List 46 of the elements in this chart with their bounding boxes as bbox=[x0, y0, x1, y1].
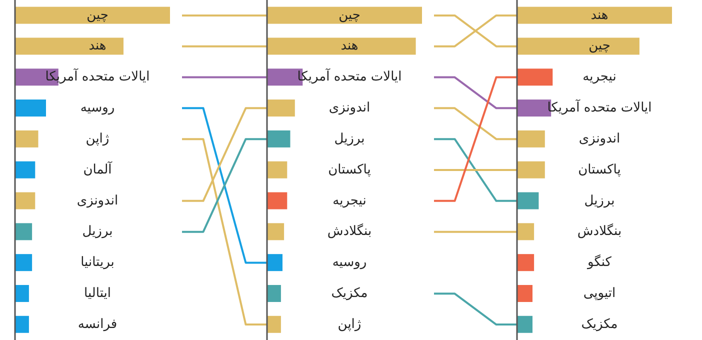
y-tick-label: نیجریه bbox=[332, 193, 366, 208]
bar bbox=[15, 223, 32, 240]
y-tick-label: کنگو bbox=[586, 254, 612, 270]
bar bbox=[15, 100, 46, 117]
bar bbox=[15, 161, 36, 178]
y-tick-label: برزیل bbox=[334, 131, 365, 146]
bar bbox=[15, 38, 124, 55]
y-tick-label: بریتانیا bbox=[80, 255, 114, 270]
bar bbox=[267, 223, 284, 240]
bar bbox=[267, 284, 281, 302]
bar bbox=[267, 192, 288, 210]
bar bbox=[15, 316, 29, 333]
y-tick-label: ژاپن bbox=[86, 131, 110, 146]
y-tick-label: اندونزی bbox=[328, 100, 370, 116]
bar bbox=[15, 254, 32, 272]
y-tick-label: اندونزی bbox=[578, 131, 620, 146]
y-tick-label: هند bbox=[88, 38, 106, 54]
y-tick-label: برزیل bbox=[584, 193, 615, 208]
y-tick-label: آلمان bbox=[83, 160, 114, 178]
y-tick-label: ایتالیا bbox=[84, 286, 111, 301]
bar bbox=[15, 6, 170, 24]
bar bbox=[517, 254, 534, 272]
y-tick-label: هند bbox=[590, 8, 608, 23]
y-tick-label: پاکستان bbox=[578, 162, 622, 178]
y-tick-label: چین bbox=[588, 38, 610, 54]
y-tick-label: چین bbox=[338, 8, 360, 23]
y-tick-label: نیجریه bbox=[582, 70, 616, 85]
y-tick-label: بنگلادش bbox=[577, 223, 622, 240]
y-tick-label: اتیوپی bbox=[583, 286, 616, 301]
y-tick-label: چین bbox=[86, 8, 108, 23]
bar bbox=[517, 284, 532, 302]
y-tick-label: برزیل bbox=[82, 224, 113, 240]
y-tick-label: فرانسه bbox=[78, 316, 118, 332]
y-tick-label: پاکستان bbox=[328, 162, 372, 178]
bar bbox=[267, 161, 288, 178]
y-tick-label: روسیه bbox=[80, 100, 115, 116]
y-tick-label: هند bbox=[340, 38, 358, 54]
bar bbox=[15, 130, 38, 148]
y-tick-label: بنگلادش bbox=[327, 223, 372, 240]
y-tick-label: اندونزی bbox=[76, 193, 118, 208]
y-tick-label: مکزیک bbox=[581, 316, 618, 332]
bar bbox=[15, 284, 29, 302]
y-tick-label: روسیه bbox=[332, 255, 367, 270]
y-tick-label: مکزیک bbox=[331, 286, 368, 301]
y-tick-label: ژاپن bbox=[338, 316, 362, 332]
bar bbox=[15, 192, 36, 210]
